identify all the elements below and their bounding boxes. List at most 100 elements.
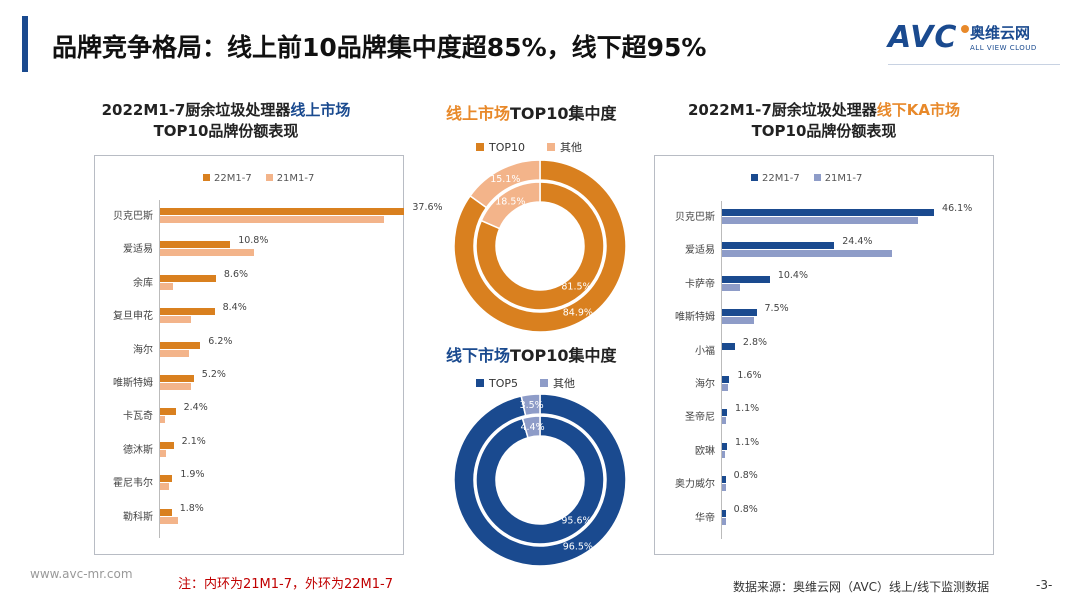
- bar-22m1-7: [160, 341, 201, 349]
- bar-21m1-7: [160, 249, 255, 257]
- bar-value-label: 10.8%: [238, 235, 269, 247]
- bar-legend: 22M1-7 21M1-7: [203, 173, 328, 184]
- offline-donut-title: 线下市场TOP10集中度: [446, 342, 617, 366]
- donut-legend-swatch: [547, 143, 556, 151]
- category-label: 小福: [695, 345, 715, 357]
- offline-donut-legend: TOP5 其他: [476, 375, 597, 391]
- legend-swatch: [265, 174, 273, 181]
- bar-value-label: 1.1%: [735, 403, 760, 415]
- bar-21m1-7: [722, 283, 741, 291]
- donut-inner-main-slice: [475, 415, 605, 545]
- donut-inner-main-slice: [475, 181, 605, 311]
- legend-label: 21M1-7: [824, 173, 863, 184]
- bar-value-label: 1.9%: [180, 469, 205, 481]
- bar-21m1-7: [160, 483, 170, 491]
- donut-inner-main-label: 95.6%: [561, 515, 591, 526]
- donut-outer-other-slice: [469, 159, 541, 209]
- bar-22m1-7: [722, 376, 730, 383]
- donut-legend-label: 其他: [560, 141, 583, 154]
- online-bar-title-main: 2022M1-7厨余垃圾处理器: [101, 101, 291, 119]
- online-bar-chart-title: 2022M1-7厨余垃圾处理器线上市场 TOP10品牌份额表现: [96, 100, 356, 142]
- bar-value-label: 46.1%: [942, 203, 973, 214]
- legend-swatch: [203, 174, 210, 181]
- donut-outer-main-slice: [453, 159, 627, 333]
- category-label: 霍尼韦尔: [113, 478, 153, 490]
- category-label: 卡萨帝: [685, 278, 715, 290]
- donut-inner-main-label: 81.5%: [561, 281, 591, 292]
- online-donut-title: 线上市场TOP10集中度: [446, 100, 617, 124]
- bar-21m1-7: [160, 416, 166, 424]
- avc-logo: AVC 奥维云网 ALL VIEW CLOUD: [888, 20, 1058, 60]
- donut-outer-other-label: 15.1%: [490, 174, 520, 185]
- bar-21m1-7: [160, 216, 385, 223]
- donut-inner-other-slice: [521, 415, 541, 439]
- bar-21m1-7: [160, 449, 166, 457]
- category-label: 贝克巴斯: [675, 212, 715, 223]
- bar-value-label: 6.2%: [208, 335, 233, 347]
- legend-label: 22M1-7: [762, 173, 800, 184]
- online-bar-chart: 22M1-7 21M1-7 贝克巴斯 37.6% 爱适易 10.8% 余库 8.6% 复旦申花 8…: [94, 155, 443, 555]
- category-label: 爱适易: [123, 244, 153, 256]
- category-label: 贝克巴斯: [113, 211, 153, 222]
- legend-item: 21M1-7: [265, 173, 314, 184]
- bar-value-label: 2.4%: [183, 402, 208, 414]
- offline-bar-chart: 22M1-7 21M1-7 贝克巴斯 46.1% 爱适易 24.4% 卡萨帝 10.4% 唯斯特…: [654, 155, 994, 555]
- bar-value-label: 1.6%: [737, 370, 762, 381]
- category-label: 爱适易: [685, 245, 715, 257]
- donut-inner-other-slice: [480, 181, 541, 230]
- category-label: 德沐斯: [123, 444, 153, 456]
- bar-value-label: 24.4%: [842, 236, 873, 248]
- donut-outer-other-slice: [520, 393, 541, 417]
- bar-21m1-7: [160, 282, 173, 290]
- donut-legend-label: TOP5: [489, 377, 519, 390]
- offline-donut-title-rest: TOP10集中度: [510, 346, 617, 365]
- online-donut-title-rest: TOP10集中度: [510, 104, 617, 123]
- header-divider: [888, 64, 1060, 65]
- bar-value-label: 8.6%: [223, 268, 249, 280]
- bar-22m1-7: [160, 375, 194, 382]
- donut-legend-label: 其他: [553, 377, 576, 390]
- category-label: 余库: [133, 277, 153, 289]
- donut-outer-main-label: 84.9%: [563, 307, 593, 318]
- bar-22m1-7: [160, 441, 174, 449]
- category-label: 卡瓦奇: [123, 411, 153, 423]
- online-bar-title-sub: TOP10品牌份额表现: [153, 122, 299, 140]
- bar-22m1-7: [722, 309, 757, 317]
- category-label: 欧琳: [695, 445, 715, 457]
- category-axis-line: [159, 200, 160, 538]
- category-label: 华帝: [695, 512, 715, 524]
- donut-legend-item: TOP5: [476, 377, 518, 390]
- bar-22m1-7: [722, 442, 728, 450]
- bar-22m1-7: [160, 508, 172, 516]
- bar-value-label: 1.1%: [735, 436, 760, 448]
- bar-21m1-7: [722, 450, 725, 458]
- online-bar-title-highlight: 线上市场: [290, 101, 351, 119]
- bar-22m1-7: [722, 275, 770, 283]
- offline-donut-title-highlight: 线下市场: [446, 346, 511, 365]
- category-label: 奥力威尔: [675, 479, 715, 491]
- logo-avc-text: AVC: [888, 20, 958, 55]
- bar-value-label: 7.5%: [764, 303, 789, 315]
- legend-item: 22M1-7: [751, 173, 800, 184]
- bar-21m1-7: [722, 317, 754, 325]
- bar-value-label: 37.6%: [412, 202, 443, 213]
- bar-value-label: 0.8%: [733, 503, 758, 515]
- bar-21m1-7: [160, 316, 191, 324]
- donut-outer-main-slice: [453, 393, 627, 567]
- bar-22m1-7: [160, 408, 176, 416]
- offline-bar-chart-title: 2022M1-7厨余垃圾处理器线下KA市场 TOP10品牌份额表现: [654, 100, 994, 142]
- legend-swatch: [813, 174, 821, 181]
- bar-22m1-7: [722, 209, 935, 216]
- legend-item: 22M1-7: [203, 173, 252, 184]
- category-label: 唯斯特姆: [675, 312, 715, 324]
- offline-bar-title-highlight: 线下KA市场: [876, 101, 960, 119]
- bar-21m1-7: [160, 516, 178, 524]
- online-donut-chart: 84.9% 15.1% 81.5% 18.5%: [453, 159, 627, 333]
- bar-21m1-7: [722, 217, 918, 224]
- logo-dot: [961, 25, 969, 33]
- bar-value-label: 2.1%: [181, 435, 206, 447]
- category-label: 海尔: [133, 344, 153, 356]
- bar-21m1-7: [160, 349, 190, 357]
- donut-outer-other-label: 3.5%: [520, 400, 544, 411]
- online-donut-title-highlight: 线上市场: [446, 104, 511, 123]
